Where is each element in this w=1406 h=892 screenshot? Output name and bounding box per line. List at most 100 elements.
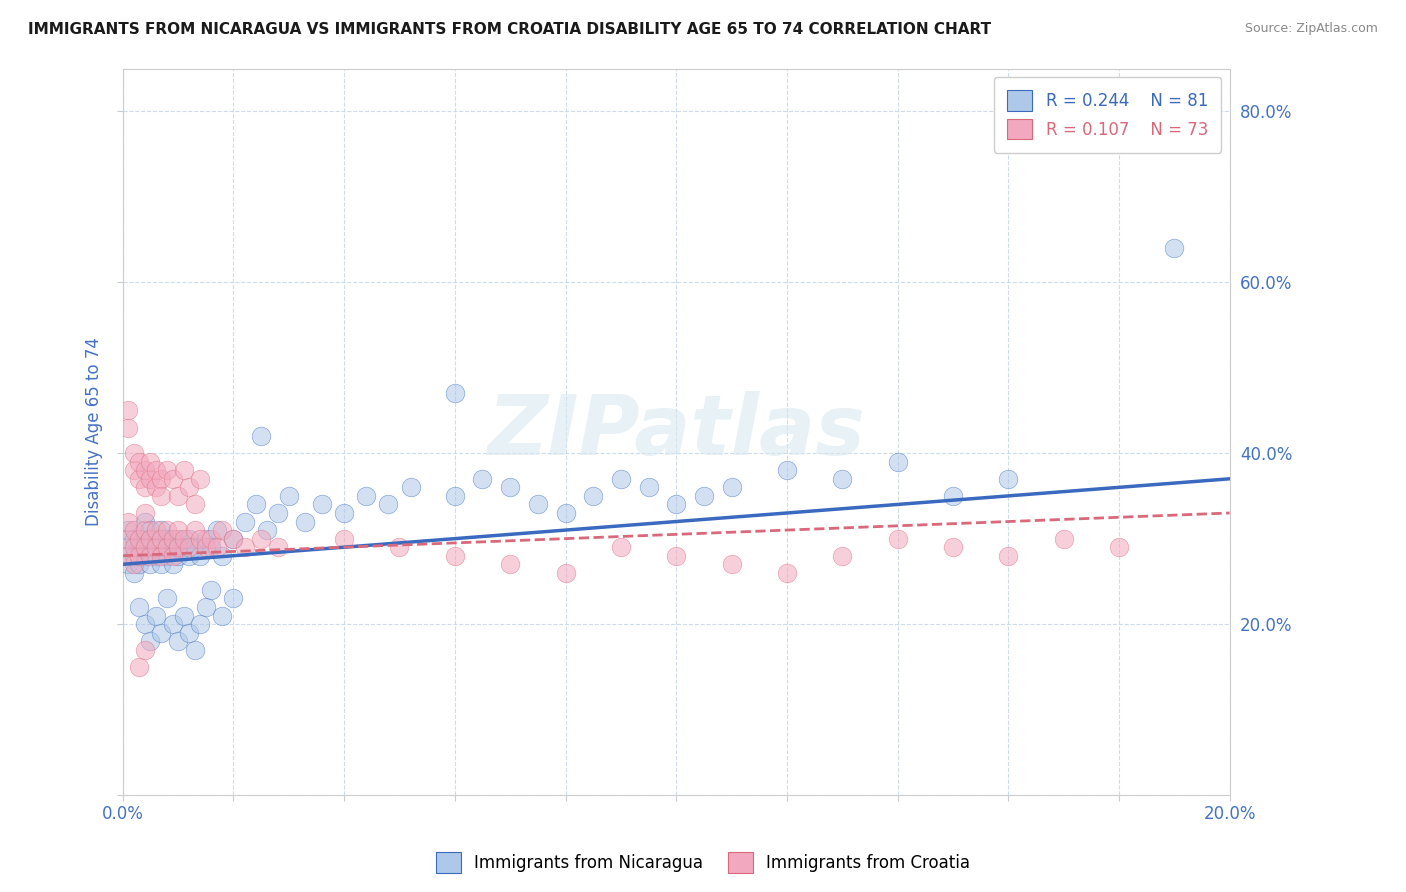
Point (222, 591, 245, 606)
Point (1052, 532, 1074, 546)
Point (637, 480, 659, 494)
Point (388, 540, 411, 554)
Point (139, 549, 162, 563)
Point (122, 446, 145, 460)
Point (145, 608, 167, 623)
Point (128, 455, 150, 469)
Point (162, 472, 184, 486)
Point (173, 540, 195, 554)
Point (665, 498, 688, 512)
Point (665, 549, 688, 563)
Legend: R = 0.244    N = 81, R = 0.107    N = 73: R = 0.244 N = 81, R = 0.107 N = 73 (994, 77, 1222, 153)
Point (527, 498, 550, 512)
Point (145, 540, 167, 554)
Y-axis label: Disability Age 65 to 74: Disability Age 65 to 74 (86, 337, 103, 526)
Point (139, 540, 162, 554)
Point (211, 608, 233, 623)
Point (139, 523, 162, 537)
Point (776, 566, 799, 580)
Point (333, 532, 356, 546)
Point (194, 532, 217, 546)
Point (200, 540, 222, 554)
Point (150, 489, 173, 503)
Point (173, 608, 195, 623)
Point (582, 489, 605, 503)
Point (167, 634, 190, 648)
Point (156, 532, 179, 546)
Point (134, 540, 156, 554)
Point (831, 549, 853, 563)
Text: ZIPatlas: ZIPatlas (488, 392, 865, 472)
Point (776, 463, 799, 477)
Point (831, 472, 853, 486)
Point (554, 506, 576, 520)
Point (156, 549, 179, 563)
Point (267, 506, 290, 520)
Point (122, 532, 145, 546)
Point (179, 532, 201, 546)
Point (156, 591, 179, 606)
Point (610, 540, 633, 554)
Point (720, 558, 742, 572)
Point (145, 549, 167, 563)
Point (183, 642, 205, 657)
Point (179, 480, 201, 494)
Point (610, 472, 633, 486)
Point (122, 463, 145, 477)
Point (211, 549, 233, 563)
Point (145, 463, 167, 477)
Text: Source: ZipAtlas.com: Source: ZipAtlas.com (1244, 22, 1378, 36)
Point (162, 532, 184, 546)
Point (117, 523, 139, 537)
Point (997, 549, 1019, 563)
Point (443, 386, 465, 401)
Point (1163, 241, 1185, 255)
Point (233, 540, 256, 554)
Point (188, 472, 211, 486)
Point (245, 498, 267, 512)
Point (134, 523, 156, 537)
Point (134, 506, 156, 520)
Point (173, 463, 195, 477)
Point (162, 617, 184, 632)
Point (250, 532, 273, 546)
Text: IMMIGRANTS FROM NICARAGUA VS IMMIGRANTS FROM CROATIA DISABILITY AGE 65 TO 74 COR: IMMIGRANTS FROM NICARAGUA VS IMMIGRANTS … (28, 22, 991, 37)
Point (443, 489, 465, 503)
Point (188, 549, 211, 563)
Point (167, 523, 190, 537)
Point (693, 489, 716, 503)
Point (311, 498, 333, 512)
Point (200, 532, 222, 546)
Point (134, 480, 156, 494)
Point (256, 523, 278, 537)
Point (117, 540, 139, 554)
Point (194, 540, 217, 554)
Point (117, 558, 139, 572)
Point (128, 600, 150, 615)
Point (134, 463, 156, 477)
Point (471, 472, 494, 486)
Point (162, 558, 184, 572)
Point (150, 472, 173, 486)
Point (222, 532, 245, 546)
Point (122, 523, 145, 537)
Point (167, 532, 190, 546)
Point (173, 532, 195, 546)
Point (200, 582, 222, 597)
Point (117, 420, 139, 434)
Point (179, 540, 201, 554)
Point (205, 523, 228, 537)
Point (205, 540, 228, 554)
Point (134, 549, 156, 563)
Point (162, 540, 184, 554)
Point (117, 532, 139, 546)
Point (167, 489, 190, 503)
Point (183, 498, 205, 512)
Point (179, 625, 201, 640)
Point (399, 480, 422, 494)
Point (499, 480, 522, 494)
Point (128, 540, 150, 554)
Point (139, 634, 162, 648)
Point (942, 540, 965, 554)
Point (134, 617, 156, 632)
